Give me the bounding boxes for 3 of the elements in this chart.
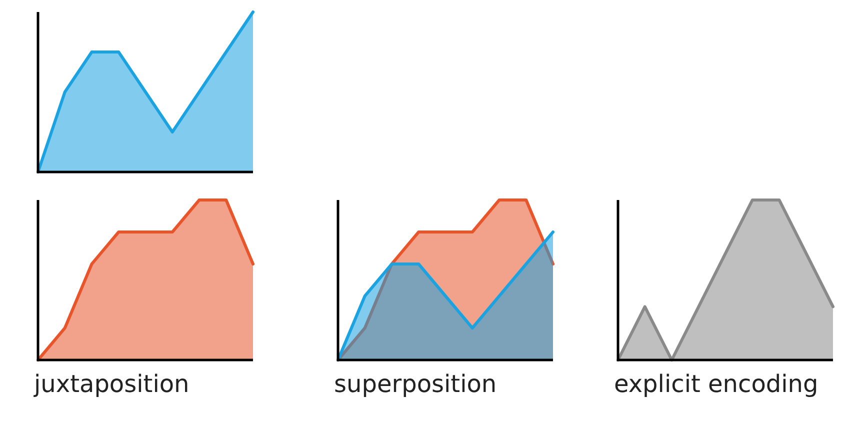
x-axis-title: superposition xyxy=(334,370,497,398)
x-axis-title: juxtaposition xyxy=(33,370,190,398)
x-axis-title: explicit encoding xyxy=(614,370,818,398)
